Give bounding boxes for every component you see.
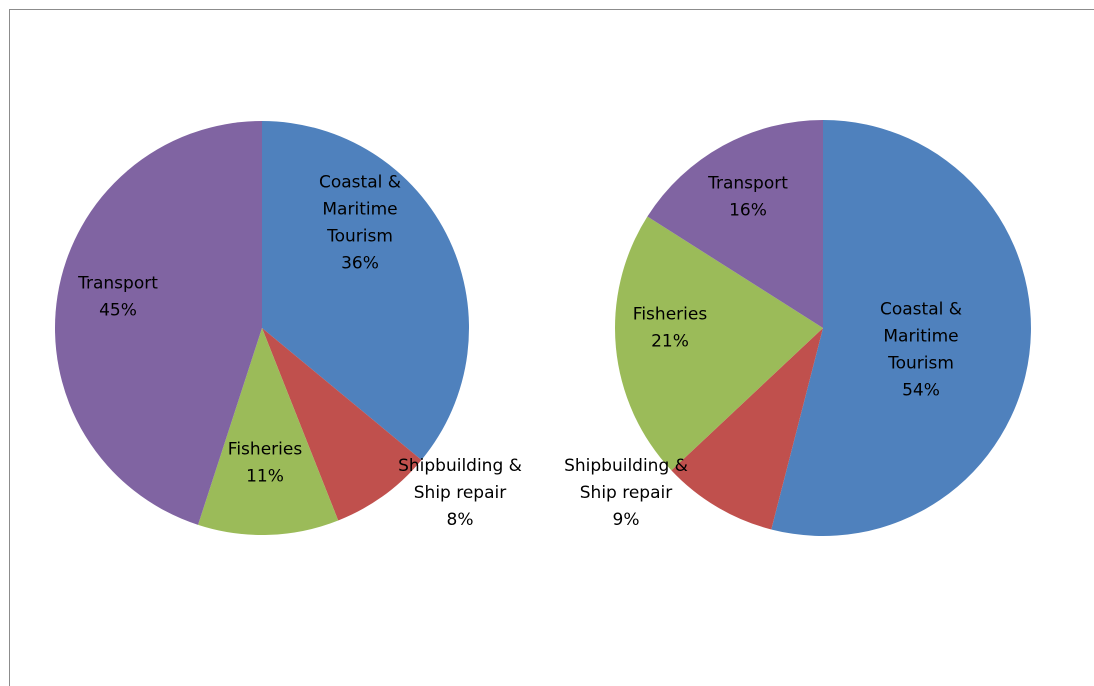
slice-label: Shipbuilding & Ship repair 8% (398, 456, 522, 530)
slice-label: Transport 16% (707, 174, 788, 221)
pie-slice (262, 328, 422, 521)
pie-slice (262, 121, 470, 460)
slice-label-line: Shipbuilding & (398, 456, 522, 476)
pie-slice (198, 328, 339, 535)
slice-label-line: Ship repair (580, 483, 672, 503)
slice-label-line: 11% (246, 467, 284, 487)
slice-label-line: 8% (447, 510, 474, 530)
slice-label-line: 21% (651, 332, 689, 352)
slice-label: Shipbuilding & Ship repair 9% (564, 456, 688, 530)
pie-slice (614, 216, 823, 471)
pie-slice (647, 120, 823, 328)
slice-label-line: 9% (613, 510, 640, 530)
pie-chart-2: Coastal & Maritime Tourism 54% Shipbuilding … (564, 120, 1031, 536)
slice-label-line: Maritime (883, 327, 958, 347)
slice-label-line: Ship repair (414, 483, 506, 503)
pie-slice (54, 120, 262, 525)
slice-label: Transport 45% (77, 274, 158, 321)
slice-label-line: Transport (707, 174, 788, 194)
slice-label-line: Coastal & (880, 300, 962, 320)
slice-label-line: Maritime (322, 200, 397, 220)
slice-label-line: Fisheries (228, 440, 303, 460)
pie-slice (671, 328, 823, 530)
slice-label-line: Fisheries (633, 305, 708, 325)
slice-label-line: 16% (729, 201, 767, 221)
slice-label-line: Coastal & (319, 173, 401, 193)
slice-label-line: 36% (341, 254, 379, 274)
slice-label: Fisheries 11% (228, 440, 303, 487)
slice-label: Coastal & Maritime Tourism 54% (880, 300, 962, 401)
slice-label: Fisheries 21% (633, 305, 708, 352)
slice-label-line: Tourism (887, 354, 954, 374)
pie-slice (771, 120, 1031, 536)
slice-label-line: Shipbuilding & (564, 456, 688, 476)
slice-label: Coastal & Maritime Tourism 36% (319, 173, 401, 274)
pie-chart-1: Coastal & Maritime Tourism 36% Shipbuilding … (54, 120, 522, 535)
slice-label-line: Tourism (326, 227, 393, 247)
slice-label-line: 45% (99, 301, 137, 321)
slice-label-line: 54% (902, 381, 940, 401)
slice-label-line: Transport (77, 274, 158, 294)
